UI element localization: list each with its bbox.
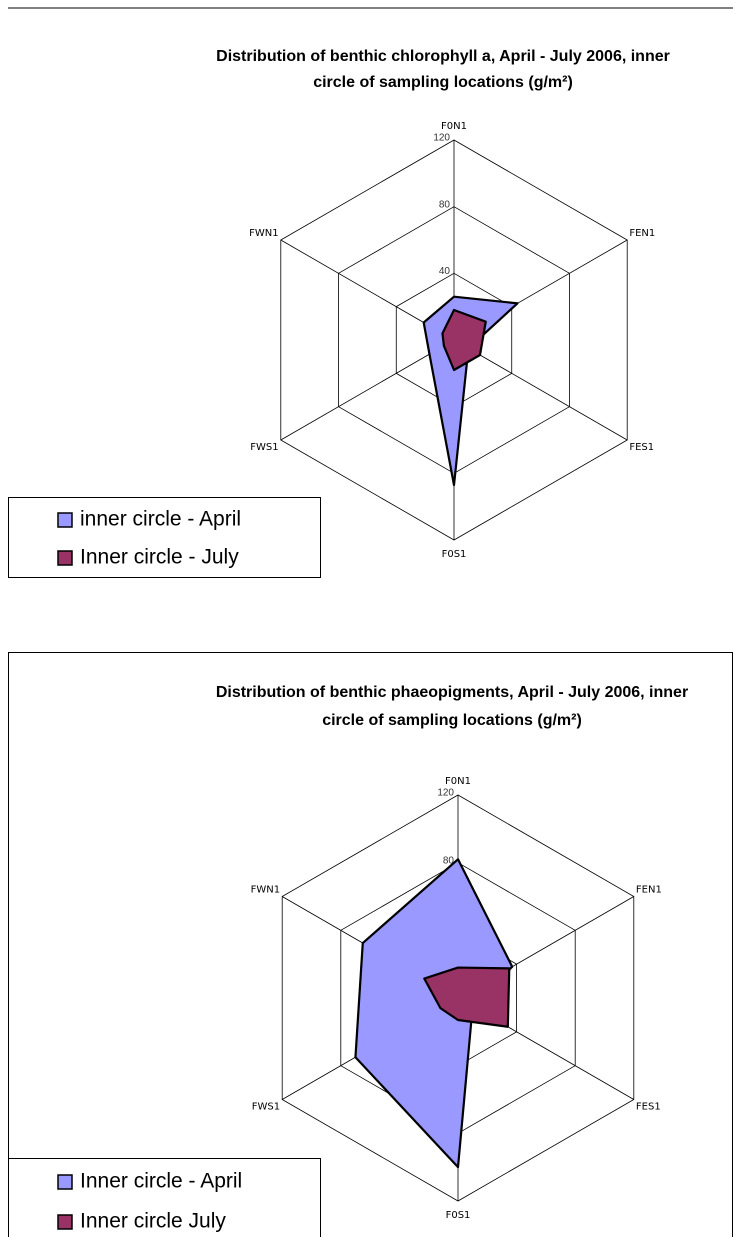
series-area (354, 858, 514, 1169)
tick-label: 80 (439, 199, 451, 210)
legend-swatch (57, 512, 73, 528)
category-label: FWN1 (251, 885, 280, 896)
tick-label: 120 (433, 133, 450, 144)
chart-title: Distribution of benthic phaeopigments, A… (216, 684, 688, 701)
category-label: FES1 (636, 1102, 661, 1113)
chart-title: circle of sampling locations (g/m²) (322, 712, 582, 729)
category-label: F0N1 (441, 121, 467, 132)
category-label: FES1 (629, 442, 654, 453)
series-area (441, 308, 487, 372)
legend-label: Inner circle July (80, 1210, 226, 1233)
tick-label: 40 (439, 266, 451, 277)
legend-swatch (57, 1214, 73, 1230)
chart-title: circle of sampling locations (g/m²) (313, 74, 573, 91)
category-label: FWS1 (252, 1102, 280, 1113)
legend-label: Inner circle - April (80, 1170, 242, 1193)
tick-label: 80 (443, 855, 455, 866)
legend-label: inner circle - April (80, 508, 241, 531)
spoke (280, 339, 455, 441)
category-label: F0N1 (445, 776, 471, 787)
chart-title: Distribution of benthic chlorophyll a, A… (216, 48, 670, 65)
legend-label: Inner circle - July (80, 546, 239, 569)
category-label: F0S1 (446, 1210, 471, 1221)
legend-swatch (57, 1174, 73, 1190)
spoke (453, 339, 628, 441)
category-label: FWS1 (250, 442, 278, 453)
series-area (423, 966, 511, 1028)
tick-label: 120 (437, 788, 454, 799)
category-label: FWN1 (249, 228, 278, 239)
legend-swatch (57, 550, 73, 566)
category-label: FEN1 (629, 228, 655, 239)
category-label: FEN1 (636, 885, 662, 896)
category-label: F0S1 (442, 549, 467, 560)
